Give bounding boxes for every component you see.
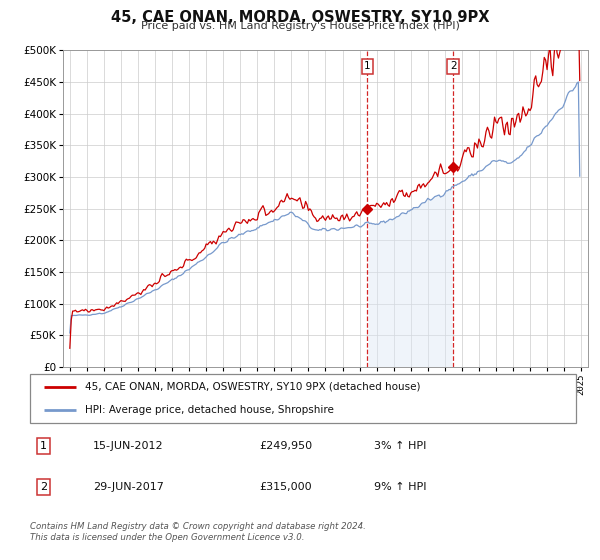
Text: 29-JUN-2017: 29-JUN-2017 — [93, 482, 164, 492]
Text: Contains HM Land Registry data © Crown copyright and database right 2024.: Contains HM Land Registry data © Crown c… — [30, 522, 366, 531]
Text: 1: 1 — [40, 441, 47, 451]
Text: £249,950: £249,950 — [259, 441, 313, 451]
Text: Price paid vs. HM Land Registry's House Price Index (HPI): Price paid vs. HM Land Registry's House … — [140, 21, 460, 31]
Text: 9% ↑ HPI: 9% ↑ HPI — [374, 482, 427, 492]
Text: 15-JUN-2012: 15-JUN-2012 — [93, 441, 163, 451]
Text: 1: 1 — [364, 62, 371, 72]
Text: 2: 2 — [450, 62, 457, 72]
Text: This data is licensed under the Open Government Licence v3.0.: This data is licensed under the Open Gov… — [30, 533, 305, 542]
Text: 2: 2 — [40, 482, 47, 492]
FancyBboxPatch shape — [30, 374, 576, 423]
Text: 45, CAE ONAN, MORDA, OSWESTRY, SY10 9PX: 45, CAE ONAN, MORDA, OSWESTRY, SY10 9PX — [111, 10, 489, 25]
Text: 3% ↑ HPI: 3% ↑ HPI — [374, 441, 427, 451]
Text: 45, CAE ONAN, MORDA, OSWESTRY, SY10 9PX (detached house): 45, CAE ONAN, MORDA, OSWESTRY, SY10 9PX … — [85, 382, 420, 392]
Text: £315,000: £315,000 — [259, 482, 312, 492]
Text: HPI: Average price, detached house, Shropshire: HPI: Average price, detached house, Shro… — [85, 405, 334, 416]
